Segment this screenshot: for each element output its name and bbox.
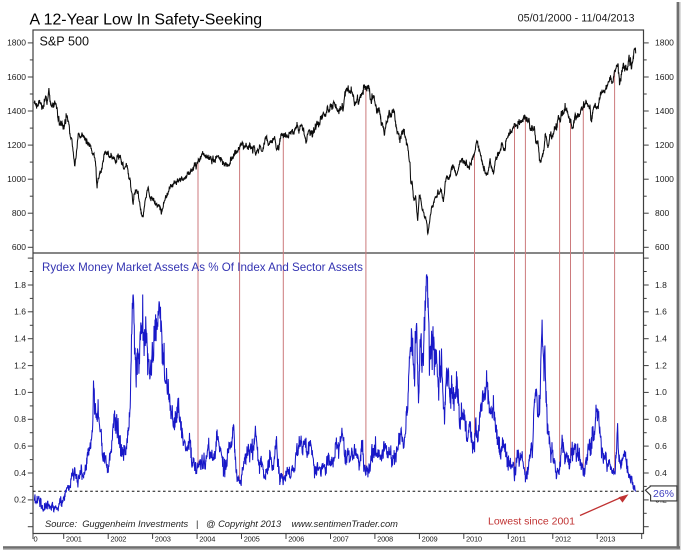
svg-text:2005: 2005 [244,535,260,544]
svg-text:0: 0 [34,535,38,544]
svg-text:1.4: 1.4 [655,334,667,344]
svg-text:1.0: 1.0 [655,387,667,397]
svg-text:1000: 1000 [655,174,674,184]
svg-text:2007: 2007 [333,535,349,544]
svg-text:Lowest since 2001: Lowest since 2001 [488,516,575,528]
svg-text:1.2: 1.2 [14,360,26,370]
svg-text:Rydex Money Market Assets As %: Rydex Money Market Assets As % Of Index … [42,261,363,274]
svg-text:1600: 1600 [7,72,26,82]
svg-text:1.6: 1.6 [655,307,667,317]
svg-text:1800: 1800 [655,38,674,48]
svg-text:0.6: 0.6 [655,441,667,451]
svg-text:800: 800 [655,208,669,218]
svg-text:1000: 1000 [7,174,26,184]
svg-text:1400: 1400 [7,106,26,116]
svg-text:1.0: 1.0 [14,387,26,397]
svg-text:05/01/2000 - 11/04/2013: 05/01/2000 - 11/04/2013 [518,13,635,25]
svg-text:1.6: 1.6 [14,307,26,317]
svg-text:1200: 1200 [7,140,26,150]
svg-text:0.4: 0.4 [14,468,26,478]
svg-text:1600: 1600 [655,72,674,82]
svg-text:0.8: 0.8 [655,414,667,424]
svg-text:600: 600 [655,242,669,252]
svg-text:S&P 500: S&P 500 [40,35,89,49]
svg-text:1.8: 1.8 [655,280,667,290]
svg-text:0.2: 0.2 [14,495,26,505]
svg-text:Source: Guggenheim Investment: Source: Guggenheim Investments | @ Copyr… [45,519,398,529]
svg-text:0.4: 0.4 [655,468,667,478]
svg-text:0.6: 0.6 [14,441,26,451]
svg-text:800: 800 [12,208,26,218]
svg-text:1.4: 1.4 [14,334,26,344]
svg-text:2003: 2003 [155,535,171,544]
svg-text:2006: 2006 [288,535,304,544]
svg-text:1200: 1200 [655,140,674,150]
svg-text:2011: 2011 [511,535,526,544]
svg-text:2004: 2004 [199,535,215,544]
svg-text:2010: 2010 [466,535,482,544]
svg-text:2013: 2013 [599,535,615,544]
svg-text:600: 600 [12,242,26,252]
svg-text:2012: 2012 [555,535,571,544]
svg-text:1.2: 1.2 [655,360,667,370]
svg-text:26%: 26% [653,488,674,500]
svg-text:1800: 1800 [7,38,26,48]
svg-text:2008: 2008 [377,535,393,544]
svg-text:2009: 2009 [422,535,438,544]
svg-text:1400: 1400 [655,106,674,116]
svg-text:A 12-Year Low In Safety-Seekin: A 12-Year Low In Safety-Seeking [30,12,263,29]
svg-text:1.8: 1.8 [14,280,26,290]
svg-text:2002: 2002 [110,535,126,544]
svg-text:2001: 2001 [66,535,82,544]
svg-text:0.8: 0.8 [14,414,26,424]
